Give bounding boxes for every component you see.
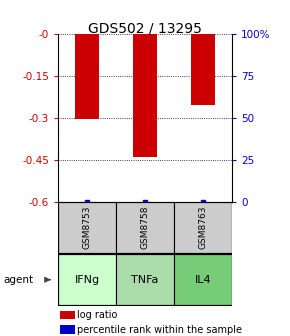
Bar bbox=[60, 311, 75, 320]
Bar bbox=[116, 202, 174, 253]
Bar bbox=[133, 34, 157, 157]
Text: log ratio: log ratio bbox=[77, 310, 117, 321]
Bar bbox=[191, 34, 215, 105]
Bar bbox=[174, 254, 232, 305]
Text: IL4: IL4 bbox=[195, 275, 211, 285]
Text: percentile rank within the sample: percentile rank within the sample bbox=[77, 325, 242, 335]
Bar bbox=[60, 325, 75, 334]
Bar bbox=[58, 202, 116, 253]
Text: GSM8763: GSM8763 bbox=[198, 206, 208, 249]
Text: GSM8753: GSM8753 bbox=[82, 206, 92, 249]
Text: TNFa: TNFa bbox=[131, 275, 159, 285]
Bar bbox=[75, 34, 99, 119]
Text: IFNg: IFNg bbox=[75, 275, 99, 285]
Text: GDS502 / 13295: GDS502 / 13295 bbox=[88, 22, 202, 36]
Text: agent: agent bbox=[3, 275, 33, 285]
Bar bbox=[58, 254, 116, 305]
Bar bbox=[174, 202, 232, 253]
Text: GSM8758: GSM8758 bbox=[140, 206, 150, 249]
Bar bbox=[116, 254, 174, 305]
